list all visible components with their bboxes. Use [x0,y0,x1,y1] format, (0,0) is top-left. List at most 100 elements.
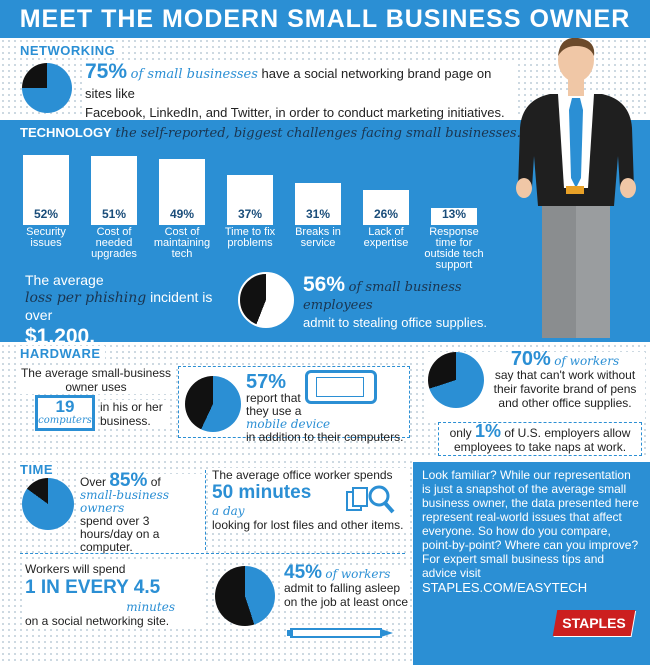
bar-2 [91,156,137,225]
networking-text2: Facebook, LinkedIn, and Twitter, in orde… [85,105,505,120]
computers-text1: The average small-business owner uses [20,366,172,394]
hours-text: spend over 3 hours/day on a computer. [80,514,160,554]
computers-num: 19 [55,397,75,416]
stealing-pct: 56% [303,273,346,296]
hardware-heading: HARDWARE [20,346,105,361]
phishing-script: loss per phishing [25,290,147,306]
time-divider-h [20,553,405,554]
bar-label-4: Time to fix problems [224,226,276,249]
phishing-stat: The average loss per phishing incident i… [25,272,235,350]
naps-stat: only 1% of U.S. employers allow employee… [442,421,638,454]
mobile-pct: 57% [246,371,287,393]
naps-pct: 1% [474,421,501,441]
bar-label-2: Cost of needed upgrades [91,226,137,260]
stealing-script: of small business employees [303,280,462,313]
hours-stat: Over 85% of small-business owners spend … [80,471,204,554]
files-text1: The average office worker spends [212,468,393,482]
mobile-text2: in addition to their computers. [246,430,404,444]
pen-icon [285,626,397,640]
asleep-script: of workers [325,567,391,581]
bar-chart: 52% Security issues 51% Cost of needed upgr… [0,140,520,271]
smartphone-icon [305,370,377,404]
bar-label-6: Lack of expertise [363,226,409,249]
naps-box [438,422,642,456]
pens-pie [428,352,484,408]
promo-url[interactable]: STAPLES.COM/EASYTECH [422,580,588,595]
computers-word: computers [38,415,92,426]
pens-text: say that can't work without their favori… [493,368,637,410]
asleep-text: admit to falling asleep on the job at le… [284,581,409,609]
stealing-pie [238,272,294,328]
networking-heading: NETWORKING [20,43,120,58]
mobile-stat: 57% report that they use a mobile device… [246,372,406,444]
hours-of: of [150,475,161,489]
phishing-value: $1,200. [25,325,96,348]
mobile-pie [185,376,241,432]
networking-pct: 75% [85,60,128,83]
title-bar: MEET THE MODERN SMALL BUSINESS OWNER [0,0,650,38]
hours-pie [22,478,74,530]
files-value: 50 minutes [212,482,312,503]
computer-monitor-icon: 19 computers [35,395,95,431]
social-text1: Workers will spend [25,562,126,576]
technology-heading: TECHNOLOGY [20,125,112,140]
pens-pct: 70% [510,348,551,370]
bar-4 [227,175,273,225]
networking-pie [22,63,72,113]
files-stat: The average office worker spends 50 minu… [212,468,410,532]
bar-value-5: 31% [305,207,331,221]
hours-script: small-business owners [80,488,169,515]
phishing-text1: The average [25,272,104,288]
stealing-text: admit to stealing office supplies. [303,315,488,330]
promo-text: Look familiar? While our representation … [422,468,642,595]
bar-value-6: 26% [373,207,399,221]
bar-value-4: 37% [237,207,263,221]
bar-1 [23,155,69,225]
bar-6 [363,190,409,225]
bar-value-1: 52% [33,207,59,221]
bar-3 [159,159,205,225]
businessman-illustration [510,37,650,343]
asleep-pct: 45% [284,562,323,583]
networking-text1: have a social networking brand page on s… [85,66,492,101]
bar-label-7: Response time for outside tech support [424,226,484,271]
technology-subtitle: the self-reported, biggest challenges fa… [115,126,521,141]
computers-stat: The average small-business owner uses [20,366,172,394]
social-value: 1 IN EVERY 4.5 [25,577,161,598]
bar-value-2: 51% [101,207,127,221]
magnifier-files-icon [345,482,395,520]
technology-header: TECHNOLOGY the self-reported, biggest ch… [20,125,521,141]
bar-5 [295,183,341,225]
time-heading: TIME [20,462,58,477]
computers-text2: in his or her business. [100,400,170,428]
pens-stat: 70% of workers say that can't work witho… [490,349,640,410]
staples-logo: STAPLES [552,610,636,636]
social-stat: Workers will spend 1 IN EVERY 4.5 minute… [25,562,205,628]
files-text2: looking for lost files and other items. [212,518,404,532]
bar-label-1: Security issues [26,226,66,249]
bar-7 [431,207,477,225]
time-divider [205,470,206,550]
bar-value-3: 49% [169,207,195,221]
mobile-text1: report that they use a [246,391,302,418]
naps-text: of U.S. employers allow employees to tak… [453,426,631,454]
social-text2: on a social networking site. [25,614,170,628]
page-title: MEET THE MODERN SMALL BUSINESS OWNER [19,5,631,33]
networking-text: 75% of small businesses have a social ne… [85,60,515,122]
asleep-stat: 45% of workers admit to falling asleep o… [284,563,409,609]
bar-value-7: 13% [441,207,467,221]
social-script: minutes [126,600,175,614]
files-script: a day [212,504,245,518]
naps-pre: only [449,426,472,440]
mobile-script: mobile device [246,417,331,431]
hours-pct: 85% [109,470,148,491]
asleep-pie [215,566,275,626]
networking-script: of small businesses [130,67,258,82]
hours-over: Over [80,475,107,489]
stealing-stat: 56% of small business employees admit to… [303,273,533,331]
bar-label-3: Cost of maintaining tech [153,226,211,260]
bar-label-5: Breaks in service [295,226,341,249]
phishing-text2: incident is over [25,289,213,323]
pens-script: of workers [554,354,620,368]
promo-body: Look familiar? While our representation … [422,468,639,580]
